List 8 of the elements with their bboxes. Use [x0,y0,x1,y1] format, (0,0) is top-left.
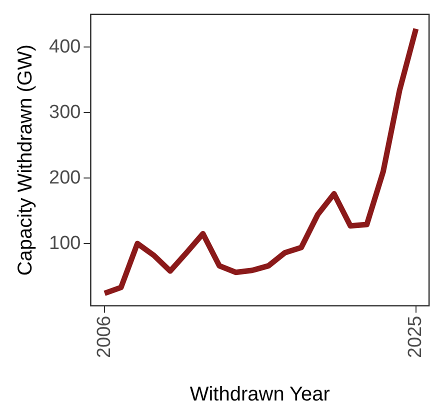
y-tick-label: 100 [49,232,81,254]
y-tick-label: 300 [49,102,81,123]
x-tick-label: 2006 [94,316,115,358]
x-tick-label: 2025 [405,316,426,358]
x-axis-title: Withdrawn Year [190,384,330,406]
y-axis-title: Capacity Withdrawn (GW) [14,44,37,276]
y-tick-label: 400 [49,36,81,58]
y-tick-label: 200 [49,167,81,188]
